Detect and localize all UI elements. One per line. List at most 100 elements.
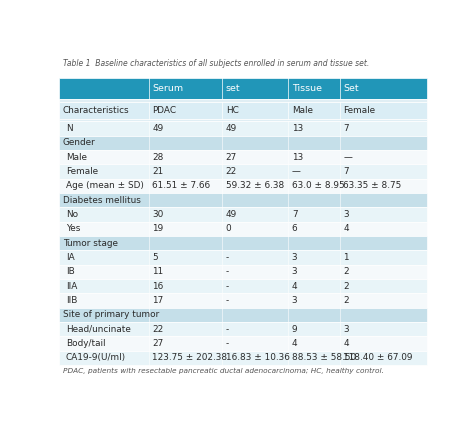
Text: Head/uncinate: Head/uncinate <box>66 325 131 334</box>
Bar <box>59 308 427 322</box>
Text: 19: 19 <box>152 225 164 233</box>
Text: 0: 0 <box>226 225 231 233</box>
Text: 27: 27 <box>226 153 237 162</box>
Text: 4: 4 <box>343 339 349 348</box>
Text: Gender: Gender <box>63 138 96 148</box>
Bar <box>59 136 427 150</box>
Text: Female: Female <box>66 167 98 176</box>
Text: -: - <box>226 253 229 262</box>
Text: set: set <box>226 84 240 93</box>
Text: -: - <box>226 339 229 348</box>
Text: 7: 7 <box>343 167 349 176</box>
Text: 3: 3 <box>292 253 297 262</box>
Text: -: - <box>226 325 229 334</box>
Bar <box>59 165 427 179</box>
Text: Male: Male <box>292 106 313 115</box>
Text: PDAC: PDAC <box>152 106 176 115</box>
Text: 2: 2 <box>343 267 349 276</box>
Text: 4: 4 <box>292 339 297 348</box>
Text: 2: 2 <box>343 282 349 291</box>
Text: 27: 27 <box>152 339 164 348</box>
Text: CA19-9(U/ml): CA19-9(U/ml) <box>66 353 126 363</box>
Text: Set: Set <box>343 84 359 93</box>
Text: -: - <box>226 267 229 276</box>
Bar <box>59 193 427 207</box>
Text: 3: 3 <box>343 210 349 219</box>
Text: 4: 4 <box>343 225 349 233</box>
Text: 88.53 ± 58.50: 88.53 ± 58.50 <box>292 353 356 363</box>
Text: 21: 21 <box>152 167 164 176</box>
Text: 49: 49 <box>226 210 237 219</box>
Bar <box>59 294 427 308</box>
Bar <box>59 78 427 99</box>
Text: 13: 13 <box>292 153 303 162</box>
Text: 30: 30 <box>152 210 164 219</box>
Text: 22: 22 <box>152 325 164 334</box>
Text: IA: IA <box>66 253 74 262</box>
Text: Serum: Serum <box>152 84 183 93</box>
Bar <box>59 150 427 165</box>
Text: -: - <box>226 282 229 291</box>
Text: Tumor stage: Tumor stage <box>63 239 118 248</box>
Text: 22: 22 <box>226 167 237 176</box>
Text: Tissue: Tissue <box>292 84 322 93</box>
Text: 4: 4 <box>292 282 297 291</box>
Text: Diabetes mellitus: Diabetes mellitus <box>63 196 141 205</box>
Text: IIB: IIB <box>66 296 77 305</box>
Text: 3: 3 <box>343 325 349 334</box>
Text: 7: 7 <box>292 210 297 219</box>
Bar <box>59 99 427 102</box>
Bar <box>59 236 427 250</box>
Text: —: — <box>292 167 301 176</box>
Text: 9: 9 <box>292 325 297 334</box>
Text: 118.40 ± 67.09: 118.40 ± 67.09 <box>343 353 413 363</box>
Text: 59.32 ± 6.38: 59.32 ± 6.38 <box>226 181 284 190</box>
Text: 16.83 ± 10.36: 16.83 ± 10.36 <box>226 353 290 363</box>
Text: PDAC, patients with resectable pancreatic ductal adenocarcinoma; HC, healthy con: PDAC, patients with resectable pancreati… <box>63 368 384 374</box>
Text: 5: 5 <box>152 253 158 262</box>
Text: 17: 17 <box>152 296 164 305</box>
Text: 7: 7 <box>343 124 349 133</box>
Bar <box>59 336 427 351</box>
Text: Yes: Yes <box>66 225 80 233</box>
Text: —: — <box>343 153 352 162</box>
Text: IIA: IIA <box>66 282 77 291</box>
Bar <box>59 207 427 222</box>
Bar <box>59 102 427 119</box>
Text: 28: 28 <box>152 153 164 162</box>
Text: 6: 6 <box>292 225 297 233</box>
Text: 1: 1 <box>343 253 349 262</box>
Text: Characteristics: Characteristics <box>63 106 129 115</box>
Text: Age (mean ± SD): Age (mean ± SD) <box>66 181 144 190</box>
Bar <box>59 250 427 265</box>
Bar <box>59 279 427 294</box>
Text: 49: 49 <box>226 124 237 133</box>
Text: 2: 2 <box>343 296 349 305</box>
Text: IB: IB <box>66 267 74 276</box>
Text: Female: Female <box>343 106 375 115</box>
Bar <box>59 119 427 121</box>
Bar <box>59 351 427 365</box>
Text: N: N <box>66 124 73 133</box>
Bar <box>59 322 427 336</box>
Text: -: - <box>226 296 229 305</box>
Text: 16: 16 <box>152 282 164 291</box>
Text: 13: 13 <box>292 124 303 133</box>
Bar <box>59 265 427 279</box>
Text: 3: 3 <box>292 296 297 305</box>
Text: No: No <box>66 210 78 219</box>
Bar <box>59 222 427 236</box>
Text: HC: HC <box>226 106 238 115</box>
Bar <box>59 121 427 136</box>
Text: 49: 49 <box>152 124 164 133</box>
Text: Body/tail: Body/tail <box>66 339 105 348</box>
Text: 61.51 ± 7.66: 61.51 ± 7.66 <box>152 181 210 190</box>
Text: Site of primary tumor: Site of primary tumor <box>63 310 159 319</box>
Text: Table 1  Baseline characteristics of all subjects enrolled in serum and tissue s: Table 1 Baseline characteristics of all … <box>63 59 369 68</box>
Text: 63.35 ± 8.75: 63.35 ± 8.75 <box>343 181 401 190</box>
Text: 11: 11 <box>152 267 164 276</box>
Text: 3: 3 <box>292 267 297 276</box>
Text: 123.75 ± 202.38: 123.75 ± 202.38 <box>152 353 228 363</box>
Text: 63.0 ± 8.95: 63.0 ± 8.95 <box>292 181 345 190</box>
Bar <box>59 179 427 193</box>
